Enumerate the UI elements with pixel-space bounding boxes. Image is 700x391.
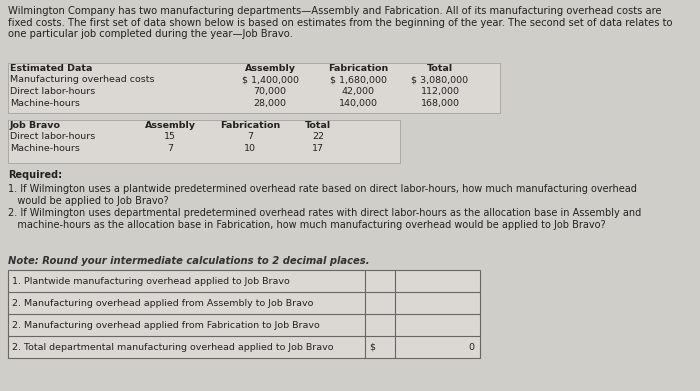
Text: 28,000: 28,000 [253, 99, 286, 108]
Text: $ 1,400,000: $ 1,400,000 [241, 75, 298, 84]
Text: 112,000: 112,000 [421, 87, 459, 96]
Text: 140,000: 140,000 [339, 99, 377, 108]
Text: $: $ [369, 343, 375, 352]
Text: 17: 17 [312, 144, 324, 153]
Text: 70,000: 70,000 [253, 87, 286, 96]
Text: Total: Total [427, 64, 453, 73]
Bar [8, 120, 400, 163]
Text: Fabrication: Fabrication [328, 64, 388, 73]
Text: Fabrication: Fabrication [220, 121, 280, 130]
Text: Total: Total [305, 121, 331, 130]
Text: Direct labor-hours: Direct labor-hours [10, 132, 95, 141]
Text: 1. Plantwide manufacturing overhead applied to Job Bravo: 1. Plantwide manufacturing overhead appl… [12, 276, 290, 285]
Text: Required:: Required: [8, 170, 62, 180]
Text: Assembly: Assembly [144, 121, 195, 130]
Text: 10: 10 [244, 144, 256, 153]
Bar [8, 63, 500, 113]
Text: Machine-hours: Machine-hours [10, 99, 80, 108]
Text: Note: Round your intermediate calculations to 2 decimal places.: Note: Round your intermediate calculatio… [8, 256, 370, 266]
Text: 15: 15 [164, 132, 176, 141]
Text: $ 3,080,000: $ 3,080,000 [412, 75, 468, 84]
Text: 168,000: 168,000 [421, 99, 459, 108]
Text: Manufacturing overhead costs: Manufacturing overhead costs [10, 75, 155, 84]
Text: Direct labor-hours: Direct labor-hours [10, 87, 95, 96]
Text: 2. Total departmental manufacturing overhead applied to Job Bravo: 2. Total departmental manufacturing over… [12, 343, 333, 352]
Text: 42,000: 42,000 [342, 87, 374, 96]
Text: 2. Manufacturing overhead applied from Assembly to Job Bravo: 2. Manufacturing overhead applied from A… [12, 298, 314, 307]
Text: Wilmington Company has two manufacturing departments—Assembly and Fabrication. A: Wilmington Company has two manufacturing… [8, 6, 673, 39]
Text: Assembly: Assembly [244, 64, 295, 73]
Bar [8, 270, 480, 358]
Text: 7: 7 [167, 144, 173, 153]
Text: Estimated Data: Estimated Data [10, 64, 92, 73]
Text: $ 1,680,000: $ 1,680,000 [330, 75, 386, 84]
Text: 22: 22 [312, 132, 324, 141]
Text: 2. Manufacturing overhead applied from Fabrication to Job Bravo: 2. Manufacturing overhead applied from F… [12, 321, 320, 330]
Text: 7: 7 [247, 132, 253, 141]
Text: Machine-hours: Machine-hours [10, 144, 80, 153]
Text: 1. If Wilmington uses a plantwide predetermined overhead rate based on direct la: 1. If Wilmington uses a plantwide predet… [8, 184, 637, 206]
Text: 0: 0 [468, 343, 474, 352]
Text: 2. If Wilmington uses departmental predetermined overhead rates with direct labo: 2. If Wilmington uses departmental prede… [8, 208, 641, 230]
Text: Job Bravo: Job Bravo [10, 121, 61, 130]
